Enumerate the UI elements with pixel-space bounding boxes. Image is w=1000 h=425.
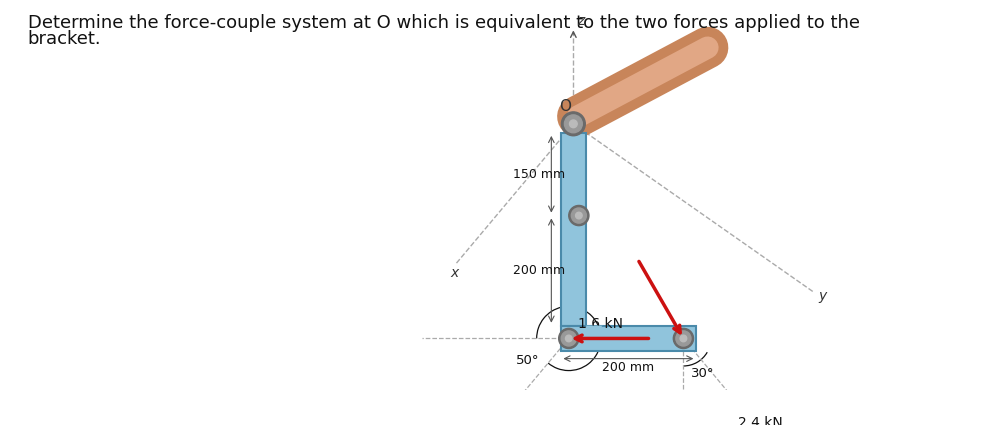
Text: 200 mm: 200 mm: [602, 362, 654, 374]
Polygon shape: [561, 133, 586, 326]
Circle shape: [569, 120, 577, 128]
Text: 2.4 kN: 2.4 kN: [738, 416, 783, 425]
Text: y: y: [818, 289, 827, 303]
Polygon shape: [586, 326, 603, 342]
Text: Determine the force-couple system at O which is equivalent to the two forces app: Determine the force-couple system at O w…: [28, 14, 860, 32]
Circle shape: [561, 331, 576, 346]
Text: O: O: [559, 99, 571, 114]
Circle shape: [576, 212, 582, 219]
Text: 1.6 kN: 1.6 kN: [578, 317, 623, 331]
Text: 30°: 30°: [691, 367, 714, 380]
Circle shape: [571, 208, 586, 223]
Text: 50°: 50°: [516, 354, 539, 367]
Text: x: x: [450, 266, 458, 280]
Circle shape: [676, 331, 691, 346]
Circle shape: [569, 205, 589, 226]
Text: z: z: [577, 14, 584, 28]
Circle shape: [680, 335, 687, 342]
Circle shape: [565, 335, 572, 342]
Polygon shape: [561, 326, 696, 351]
Circle shape: [559, 329, 579, 348]
Text: 150 mm: 150 mm: [513, 168, 565, 181]
Text: bracket.: bracket.: [28, 30, 101, 48]
Text: 200 mm: 200 mm: [513, 264, 565, 277]
Circle shape: [561, 112, 585, 136]
Circle shape: [564, 115, 582, 133]
Circle shape: [673, 329, 694, 348]
